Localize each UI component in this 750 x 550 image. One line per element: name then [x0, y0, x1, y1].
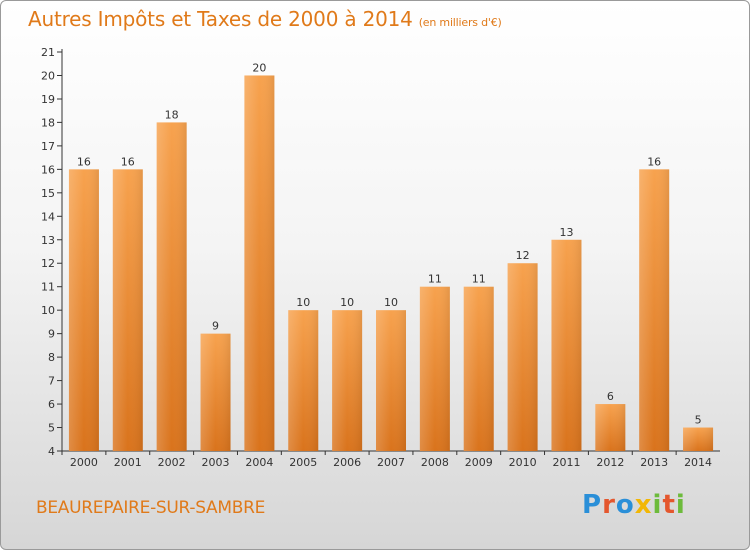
data-label: 16	[77, 155, 91, 168]
x-tick-label: 2002	[158, 456, 186, 469]
y-tick-label: 12	[41, 257, 55, 270]
data-label: 18	[165, 108, 179, 121]
x-tick-label: 2001	[114, 456, 142, 469]
bar-shine	[332, 310, 363, 451]
y-tick-label: 16	[41, 163, 55, 176]
bar-shine	[244, 75, 275, 452]
y-tick-label: 20	[41, 69, 55, 82]
value-labels: 16 16 18 9 20 10 10 10 11 11 12 13 6 16 5	[77, 61, 702, 426]
proxiti-logo: Proxiti	[582, 490, 686, 520]
x-tick-label: 2010	[509, 456, 537, 469]
bar-shine	[683, 427, 714, 451]
y-tick-label: 19	[41, 93, 55, 106]
y-tick-label: 17	[41, 140, 55, 153]
data-label: 12	[516, 249, 530, 262]
x-tick-label: 2013	[640, 456, 668, 469]
x-tick-label: 2004	[245, 456, 273, 469]
bars	[68, 75, 714, 452]
bar-shine	[419, 286, 450, 451]
bar-shine	[156, 122, 187, 451]
y-tick-label: 10	[41, 304, 55, 317]
data-label: 5	[695, 414, 702, 427]
data-label: 16	[121, 155, 135, 168]
bar-shine	[68, 169, 99, 451]
bar-shine	[595, 404, 626, 451]
y-tick-label: 9	[48, 328, 55, 341]
y-tick-label: 6	[48, 398, 55, 411]
x-tick-label: 2008	[421, 456, 449, 469]
y-tick-label: 13	[41, 234, 55, 247]
bar-shine	[112, 169, 143, 451]
data-label: 20	[252, 61, 266, 74]
data-label: 13	[559, 226, 573, 239]
y-tick-label: 14	[41, 210, 55, 223]
data-label: 10	[340, 296, 354, 309]
data-label: 6	[607, 390, 614, 403]
x-tick-label: 2003	[202, 456, 230, 469]
axes: 4 5 6 7 8 9 10 11 12 13 14 15 16 17 18 19 20 21 2000 2001 20…	[41, 46, 720, 469]
y-tick-label: 21	[41, 46, 55, 59]
bar-shine	[200, 333, 231, 451]
y-tick-label: 15	[41, 187, 55, 200]
bar-shine	[288, 310, 319, 451]
y-tick-label: 7	[48, 375, 55, 388]
data-label: 11	[428, 273, 442, 286]
commune-name: BEAUREPAIRE-SUR-SAMBRE	[36, 498, 266, 518]
y-tick-label: 11	[41, 281, 55, 294]
x-tick-label: 2000	[70, 456, 98, 469]
x-tick-label: 2006	[333, 456, 361, 469]
data-label: 9	[212, 320, 219, 333]
bar-shine	[551, 239, 582, 451]
chart-subtitle: (en milliers d'€)	[418, 16, 502, 29]
y-tick-label: 4	[48, 445, 55, 458]
x-tick-label: 2012	[596, 456, 624, 469]
x-tick-label: 2007	[377, 456, 405, 469]
bar-shine	[507, 263, 538, 451]
y-tick-label: 18	[41, 116, 55, 129]
bar-shine	[463, 286, 494, 451]
title-text: Autres Impôts et Taxes de 2000 à 2014	[28, 7, 413, 31]
chart-title: Autres Impôts et Taxes de 2000 à 2014 (en…	[28, 7, 502, 31]
data-label: 10	[384, 296, 398, 309]
x-tick-label: 2014	[684, 456, 712, 469]
y-tick-label: 5	[48, 422, 55, 435]
data-label: 16	[647, 155, 661, 168]
x-tick-label: 2005	[289, 456, 317, 469]
data-label: 11	[472, 273, 486, 286]
y-tick-label: 8	[48, 351, 55, 364]
x-tick-label: 2009	[465, 456, 493, 469]
bar-shine	[376, 310, 406, 451]
data-label: 10	[296, 296, 310, 309]
x-tick-label: 2011	[552, 456, 580, 469]
bar-shine	[639, 169, 670, 451]
